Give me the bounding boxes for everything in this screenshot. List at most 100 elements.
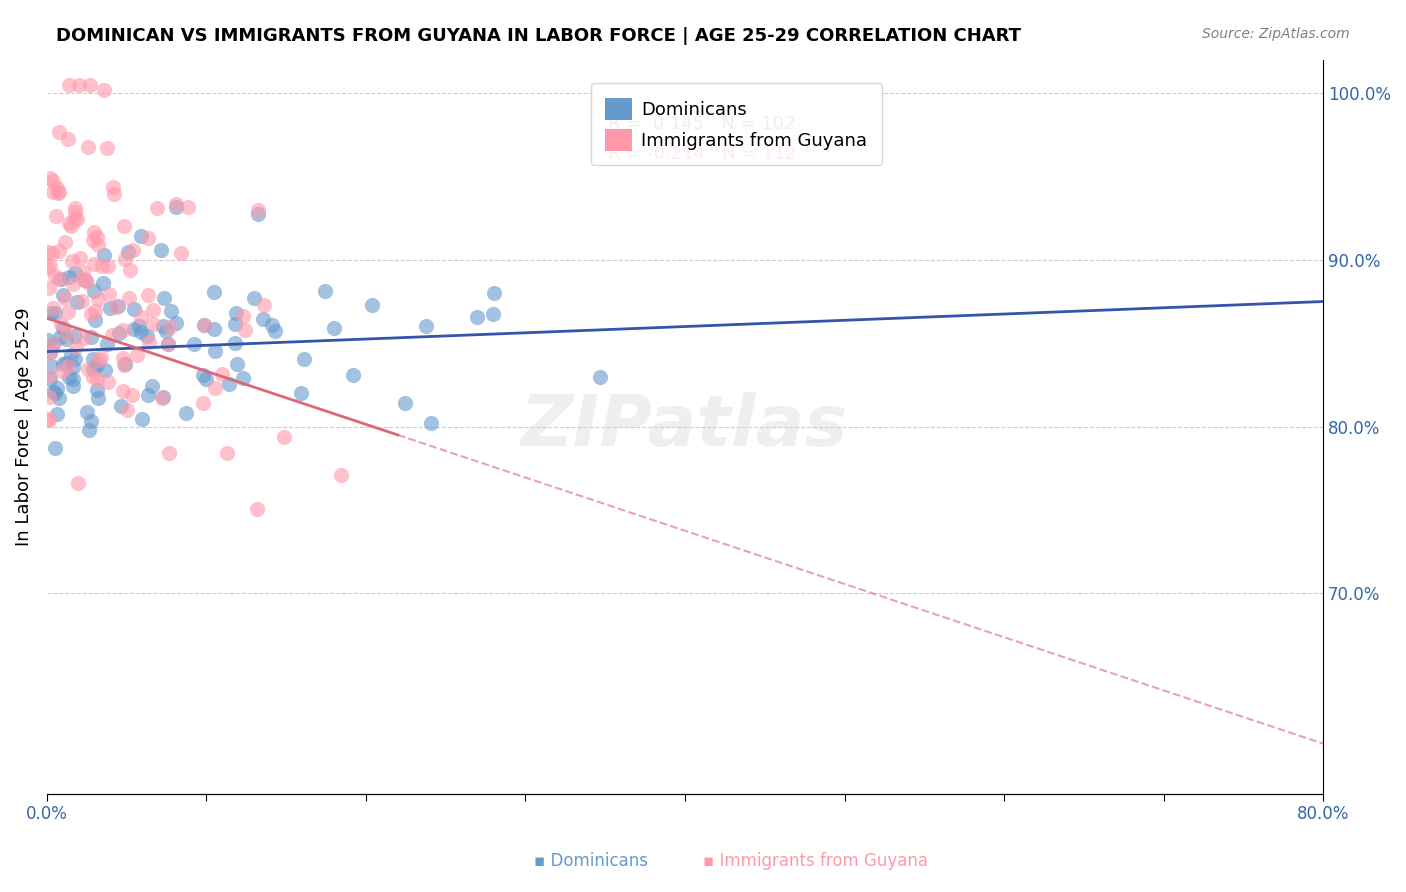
Immigrants from Guyana bbox=[193, 318, 215, 332]
Dominicans bbox=[135, 329, 157, 343]
Immigrants from Guyana bbox=[65, 205, 87, 219]
Immigrants from Guyana bbox=[215, 446, 238, 460]
Dominicans bbox=[264, 324, 287, 338]
Immigrants from Guyana bbox=[48, 125, 70, 139]
Immigrants from Guyana bbox=[41, 337, 63, 351]
Immigrants from Guyana bbox=[93, 83, 115, 97]
Immigrants from Guyana bbox=[127, 348, 149, 362]
Immigrants from Guyana bbox=[100, 328, 122, 343]
Immigrants from Guyana bbox=[62, 277, 84, 291]
Immigrants from Guyana bbox=[46, 186, 69, 201]
Immigrants from Guyana bbox=[48, 186, 70, 200]
Dominicans bbox=[165, 200, 187, 214]
Immigrants from Guyana bbox=[87, 352, 110, 367]
Immigrants from Guyana bbox=[121, 388, 143, 402]
Dominicans bbox=[86, 359, 108, 373]
Immigrants from Guyana bbox=[56, 326, 79, 341]
Immigrants from Guyana bbox=[97, 376, 120, 390]
Dominicans bbox=[292, 351, 315, 366]
Immigrants from Guyana bbox=[103, 187, 125, 202]
Dominicans bbox=[75, 273, 97, 287]
Immigrants from Guyana bbox=[86, 372, 108, 386]
Dominicans bbox=[262, 318, 284, 332]
Immigrants from Guyana bbox=[112, 358, 135, 372]
Dominicans bbox=[183, 336, 205, 351]
Immigrants from Guyana bbox=[72, 272, 94, 286]
Immigrants from Guyana bbox=[111, 322, 134, 336]
Dominicans bbox=[202, 285, 225, 300]
Immigrants from Guyana bbox=[44, 269, 66, 284]
Dominicans bbox=[51, 272, 73, 286]
Immigrants from Guyana bbox=[136, 288, 159, 302]
Dominicans bbox=[44, 306, 66, 320]
Immigrants from Guyana bbox=[79, 78, 101, 92]
Immigrants from Guyana bbox=[45, 209, 67, 223]
Immigrants from Guyana bbox=[129, 310, 152, 325]
Immigrants from Guyana bbox=[38, 281, 60, 295]
Immigrants from Guyana bbox=[91, 260, 114, 274]
Dominicans bbox=[342, 368, 364, 383]
Immigrants from Guyana bbox=[58, 78, 80, 92]
Immigrants from Guyana bbox=[38, 413, 60, 427]
Immigrants from Guyana bbox=[45, 181, 67, 195]
Immigrants from Guyana bbox=[233, 323, 256, 337]
Immigrants from Guyana bbox=[191, 396, 214, 410]
Dominicans bbox=[252, 312, 274, 326]
Immigrants from Guyana bbox=[83, 257, 105, 271]
Dominicans bbox=[55, 356, 77, 370]
Immigrants from Guyana bbox=[204, 381, 226, 395]
Dominicans bbox=[96, 337, 118, 351]
Dominicans bbox=[314, 284, 336, 298]
Dominicans bbox=[290, 386, 312, 401]
Immigrants from Guyana bbox=[66, 476, 89, 491]
Dominicans bbox=[62, 360, 84, 375]
Dominicans bbox=[83, 313, 105, 327]
Dominicans bbox=[58, 370, 80, 384]
Dominicans bbox=[160, 303, 183, 318]
Text: ▪ Dominicans: ▪ Dominicans bbox=[533, 852, 648, 870]
Dominicans bbox=[108, 326, 131, 340]
Dominicans bbox=[481, 307, 503, 321]
Immigrants from Guyana bbox=[39, 171, 62, 186]
Dominicans bbox=[39, 345, 62, 359]
Immigrants from Guyana bbox=[58, 216, 80, 230]
Dominicans bbox=[42, 384, 65, 399]
Dominicans bbox=[91, 277, 114, 291]
Immigrants from Guyana bbox=[165, 197, 187, 211]
Dominicans bbox=[361, 298, 384, 312]
Dominicans bbox=[122, 301, 145, 316]
Dominicans bbox=[193, 318, 215, 332]
Dominicans bbox=[37, 334, 59, 348]
Y-axis label: In Labor Force | Age 25-29: In Labor Force | Age 25-29 bbox=[15, 308, 32, 546]
Immigrants from Guyana bbox=[87, 238, 110, 252]
Immigrants from Guyana bbox=[159, 320, 181, 334]
Immigrants from Guyana bbox=[77, 140, 100, 154]
Immigrants from Guyana bbox=[72, 265, 94, 279]
Immigrants from Guyana bbox=[253, 298, 276, 312]
Dominicans bbox=[82, 352, 104, 367]
Legend: Dominicans, Immigrants from Guyana: Dominicans, Immigrants from Guyana bbox=[591, 83, 882, 165]
Immigrants from Guyana bbox=[48, 244, 70, 259]
Immigrants from Guyana bbox=[63, 211, 86, 225]
Dominicans bbox=[129, 229, 152, 244]
Dominicans bbox=[80, 413, 103, 427]
Immigrants from Guyana bbox=[66, 212, 89, 227]
Immigrants from Guyana bbox=[56, 132, 79, 146]
Dominicans bbox=[246, 207, 269, 221]
Dominicans bbox=[117, 244, 139, 259]
Immigrants from Guyana bbox=[67, 78, 90, 92]
Dominicans bbox=[394, 396, 416, 410]
Dominicans bbox=[86, 384, 108, 398]
Immigrants from Guyana bbox=[69, 251, 91, 265]
Dominicans bbox=[193, 368, 215, 383]
Immigrants from Guyana bbox=[51, 364, 73, 378]
Immigrants from Guyana bbox=[177, 200, 200, 214]
Text: R = -0.214   N = 112: R = -0.214 N = 112 bbox=[609, 145, 797, 162]
Immigrants from Guyana bbox=[98, 287, 121, 301]
Dominicans bbox=[52, 357, 75, 371]
Immigrants from Guyana bbox=[146, 201, 169, 215]
Dominicans bbox=[136, 388, 159, 402]
Immigrants from Guyana bbox=[118, 291, 141, 305]
Dominicans bbox=[80, 329, 103, 343]
Immigrants from Guyana bbox=[83, 225, 105, 239]
